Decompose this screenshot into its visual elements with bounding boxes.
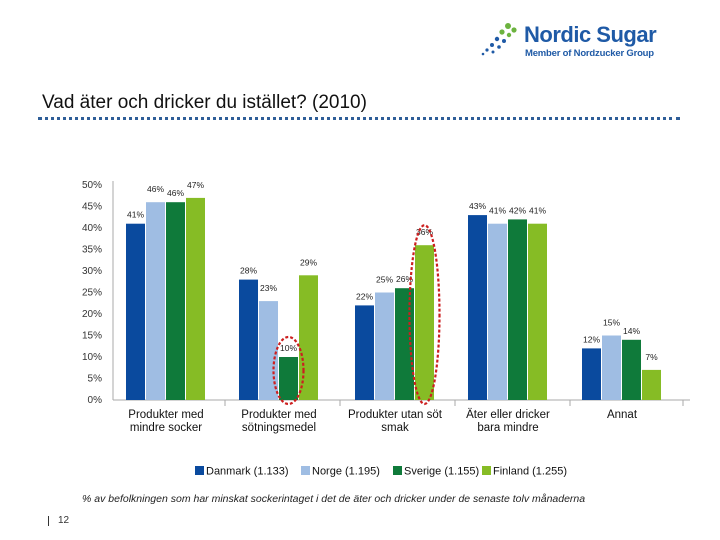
- data-label: 25%: [376, 275, 393, 285]
- y-tick-label: 45%: [82, 202, 102, 213]
- data-label: 41%: [489, 206, 506, 216]
- category-label: Produkter med: [241, 409, 316, 421]
- bar-chart: 0% 5% 10% 15% 20% 25% 30% 35% 40% 45% 50% 41% 28% 22%…: [82, 180, 690, 478]
- bar: [395, 288, 414, 400]
- bar: [582, 348, 601, 400]
- bar: [528, 223, 547, 400]
- legend-swatch: [393, 466, 402, 475]
- legend-label: Sverige (1.155): [404, 466, 479, 478]
- category-label: bara mindre: [477, 422, 538, 434]
- data-label: 46%: [167, 188, 184, 198]
- bar: [146, 202, 165, 400]
- category-label: Produkter utan söt: [348, 409, 443, 421]
- page-marker: [48, 516, 49, 526]
- bar: [355, 305, 374, 400]
- chart-footnote: % av befolkningen som har minskat socker…: [82, 493, 586, 505]
- data-label: 22%: [356, 291, 373, 301]
- legend-label: Norge (1.195): [312, 466, 380, 478]
- bar: [488, 223, 507, 400]
- highlight-ellipse: [408, 224, 441, 406]
- title-divider: [38, 117, 680, 120]
- data-label: 41%: [529, 206, 546, 216]
- highlight-ellipse: [272, 335, 305, 406]
- category-label: mindre socker: [130, 422, 202, 434]
- logo-name: Nordic Sugar: [524, 22, 657, 47]
- page-number: 12: [58, 515, 70, 526]
- data-label: 7%: [645, 352, 658, 362]
- category-label: Annat: [607, 409, 638, 421]
- bar: [468, 215, 487, 400]
- y-tick-label: 20%: [82, 309, 102, 320]
- data-label: 47%: [187, 180, 204, 190]
- data-label: 43%: [469, 201, 486, 211]
- bar: [622, 339, 641, 400]
- y-tick-label: 50%: [82, 180, 102, 191]
- category-label: Produkter med: [128, 409, 203, 421]
- data-label: 23%: [260, 283, 277, 293]
- data-label: 15%: [603, 318, 620, 328]
- bar: [415, 245, 434, 400]
- bar: [259, 301, 278, 400]
- bar: [279, 357, 298, 400]
- y-tick-label: 0%: [88, 395, 103, 406]
- bar: [642, 369, 661, 400]
- category-label: sötningsmedel: [242, 422, 316, 434]
- legend-label: Danmark (1.133): [206, 466, 289, 478]
- bar: [239, 279, 258, 400]
- data-label: 28%: [240, 266, 257, 276]
- bar: [375, 292, 394, 400]
- category-label: smak: [381, 422, 409, 434]
- data-label: 12%: [583, 334, 600, 344]
- y-tick-label: 25%: [82, 288, 102, 299]
- bar: [186, 197, 205, 400]
- data-label: 42%: [509, 205, 526, 215]
- y-tick-label: 10%: [82, 352, 102, 363]
- legend-label: Finland (1.255): [493, 466, 567, 478]
- data-label: 26%: [396, 274, 413, 284]
- legend-swatch: [195, 466, 204, 475]
- y-tick-label: 15%: [82, 331, 102, 342]
- bar: [126, 223, 145, 400]
- bar: [602, 335, 621, 400]
- slide-title: Vad äter och dricker du istället? (2010): [42, 92, 367, 113]
- data-label: 10%: [280, 343, 297, 353]
- data-label: 46%: [147, 184, 164, 194]
- legend-swatch: [301, 466, 310, 475]
- bar: [508, 219, 527, 400]
- data-label: 29%: [300, 257, 317, 267]
- y-tick-label: 40%: [82, 223, 102, 234]
- legend-swatch: [482, 466, 491, 475]
- nordic-sugar-logo: Nordic Sugar Member of Nordzucker Group: [478, 20, 678, 64]
- bar: [166, 202, 185, 400]
- logo-tagline: Member of Nordzucker Group: [525, 48, 654, 59]
- y-tick-label: 5%: [88, 374, 103, 385]
- sugar-sprig-logo-icon: [481, 23, 517, 56]
- data-label: 41%: [127, 210, 144, 220]
- data-label: 36%: [416, 227, 433, 237]
- data-label: 14%: [623, 326, 640, 336]
- y-tick-label: 30%: [82, 266, 102, 277]
- category-label: Äter eller dricker: [466, 409, 550, 421]
- y-tick-label: 35%: [82, 245, 102, 256]
